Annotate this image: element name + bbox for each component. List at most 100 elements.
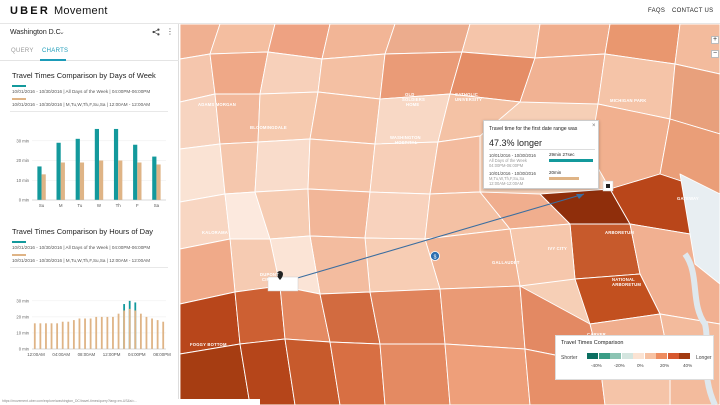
popup-sub-b2: 12:00AM-12:00AM	[489, 181, 524, 186]
chart-bar[interactable]	[133, 144, 138, 200]
svg-text:CARVER: CARVER	[587, 332, 606, 337]
chart-bar[interactable]	[118, 160, 123, 200]
status-url: https://movement.uber.com/explore/washin…	[2, 399, 138, 403]
x-tick-label: 08:00AM	[78, 352, 96, 357]
legend-longer-label: Longer	[696, 355, 712, 361]
svg-text:ADAMS MORGAN: ADAMS MORGAN	[198, 102, 236, 107]
hours-range-b: 10/01/2016 - 10/30/2016 | M,Tu,W,Th,F,Su…	[12, 258, 151, 263]
chart-bar[interactable]	[56, 323, 59, 349]
legend-swatch	[587, 353, 598, 359]
range-b-swatch	[12, 254, 26, 256]
svg-text:GALLAUDET: GALLAUDET	[492, 260, 520, 265]
chart-bar[interactable]	[79, 162, 85, 201]
svg-text:CATHOLIC: CATHOLIC	[455, 92, 478, 97]
popup-title: Travel time for the first date range was	[489, 126, 578, 132]
legend-tick-label: 0%	[637, 363, 644, 368]
chart-bar[interactable]	[72, 320, 75, 349]
y-tick-label: 30 min	[16, 298, 29, 303]
divider	[10, 267, 168, 268]
chart-bar[interactable]	[134, 310, 137, 349]
x-tick-label: Tu	[77, 203, 83, 208]
chart-bar[interactable]	[41, 174, 46, 200]
svg-text:NATIONAL: NATIONAL	[612, 277, 635, 282]
divider	[489, 149, 595, 150]
nav-contact-link[interactable]: CONTACT US	[672, 8, 714, 14]
svg-text:ARBORETUM: ARBORETUM	[612, 282, 641, 287]
chart-bar[interactable]	[106, 316, 109, 349]
legend-tick-label: -20%	[614, 363, 625, 368]
legend-swatch	[621, 353, 633, 359]
map-legend: Travel Times Comparison Shorter Longer -…	[555, 335, 714, 380]
y-tick-label: 20 min	[16, 314, 29, 319]
chart-bar[interactable]	[45, 323, 47, 349]
chart-bar[interactable]	[37, 166, 42, 200]
x-tick-label: Th	[116, 203, 122, 208]
svg-text:OLD: OLD	[405, 92, 414, 97]
chevron-down-icon[interactable]: ⌄	[59, 29, 65, 36]
popup-range-a: 10/01/2016 - 10/30/2016	[489, 153, 536, 158]
chart-bar[interactable]	[123, 310, 126, 349]
chart-bar[interactable]	[139, 313, 142, 349]
range-a-swatch	[12, 241, 26, 243]
svg-text:KALORAMA: KALORAMA	[202, 230, 228, 235]
chart-bar[interactable]	[113, 128, 119, 200]
city-selector[interactable]: Washington D.C.	[10, 29, 63, 36]
map-canvas[interactable]: $ ADAMS MORGAN KALORAMA DUPONT CIRCLE FO…	[180, 24, 720, 405]
chart-bar[interactable]	[56, 142, 61, 200]
chart-bar[interactable]	[75, 138, 80, 200]
popup-sub-b1: M,Tu,W,Th,F,Su,Sa	[489, 176, 525, 181]
share-icon[interactable]	[152, 28, 160, 36]
svg-text:BLOOMINGDALE: BLOOMINGDALE	[250, 125, 287, 130]
uber-movement-logo[interactable]: UBER Movement	[10, 5, 108, 17]
chart-bar[interactable]	[156, 320, 159, 349]
chart-bar[interactable]	[84, 318, 86, 350]
tab-charts[interactable]: CHARTS	[42, 48, 69, 54]
range-b-swatch	[12, 98, 26, 100]
active-tab-indicator	[40, 59, 66, 61]
x-tick-label: W	[97, 203, 102, 208]
chart-bar[interactable]	[60, 162, 65, 201]
zoom-in-button[interactable]: +	[711, 36, 719, 44]
x-tick-label: M	[59, 203, 63, 208]
popup-sub-a1: All Days of the Week	[489, 158, 527, 163]
chart-bar[interactable]	[117, 313, 120, 349]
chart-bar[interactable]	[128, 308, 131, 349]
x-tick-label: 12:00AM	[27, 352, 45, 357]
chart-bar[interactable]	[152, 156, 157, 200]
chart-bar[interactable]	[112, 316, 114, 349]
close-icon[interactable]: ×	[592, 123, 596, 129]
legend-tick-label: 40%	[683, 363, 693, 368]
chart-bar[interactable]	[78, 318, 81, 350]
hours-of-day-chart: 0 min 10 min 20 min 30 min 12:00AM 04:00AM 08:…	[16, 298, 171, 357]
zoom-out-button[interactable]: −	[711, 50, 719, 58]
hours-chart-title: Travel Times Comparison by Hours of Day	[12, 227, 154, 236]
chart-bar[interactable]	[94, 128, 99, 200]
chart-bar[interactable]	[151, 318, 153, 350]
x-tick-label: 04:00AM	[52, 352, 70, 357]
chart-bar[interactable]	[61, 321, 64, 349]
chart-bar[interactable]	[156, 164, 161, 200]
choropleth-map[interactable]: $ ADAMS MORGAN KALORAMA DUPONT CIRCLE FO…	[180, 24, 720, 405]
tab-query[interactable]: QUERY	[11, 48, 34, 54]
svg-text:SOLDIERS: SOLDIERS	[402, 97, 425, 102]
chart-bar[interactable]	[89, 318, 92, 350]
svg-text:DUPONT: DUPONT	[260, 272, 279, 277]
more-vertical-icon[interactable]: ⋮	[166, 27, 174, 36]
chart-bar[interactable]	[137, 162, 142, 201]
y-tick-label: 10 min	[16, 178, 29, 183]
legend-swatch	[598, 353, 610, 359]
nav-faqs-link[interactable]: FAQS	[648, 8, 666, 14]
divider	[10, 111, 168, 112]
chart-bar[interactable]	[162, 321, 165, 349]
chart-bar[interactable]	[50, 323, 53, 349]
chart-bar[interactable]	[67, 321, 70, 349]
range-a-swatch	[12, 85, 26, 87]
chart-bar[interactable]	[95, 316, 98, 349]
popup-value: 47.3% longer	[489, 138, 543, 148]
chart-bar[interactable]	[39, 323, 42, 349]
chart-bar[interactable]	[145, 316, 148, 349]
chart-bar[interactable]	[99, 160, 104, 200]
chart-bar[interactable]	[100, 316, 103, 349]
chart-bar[interactable]	[33, 323, 36, 349]
legend-title: Travel Times Comparison	[561, 340, 624, 346]
